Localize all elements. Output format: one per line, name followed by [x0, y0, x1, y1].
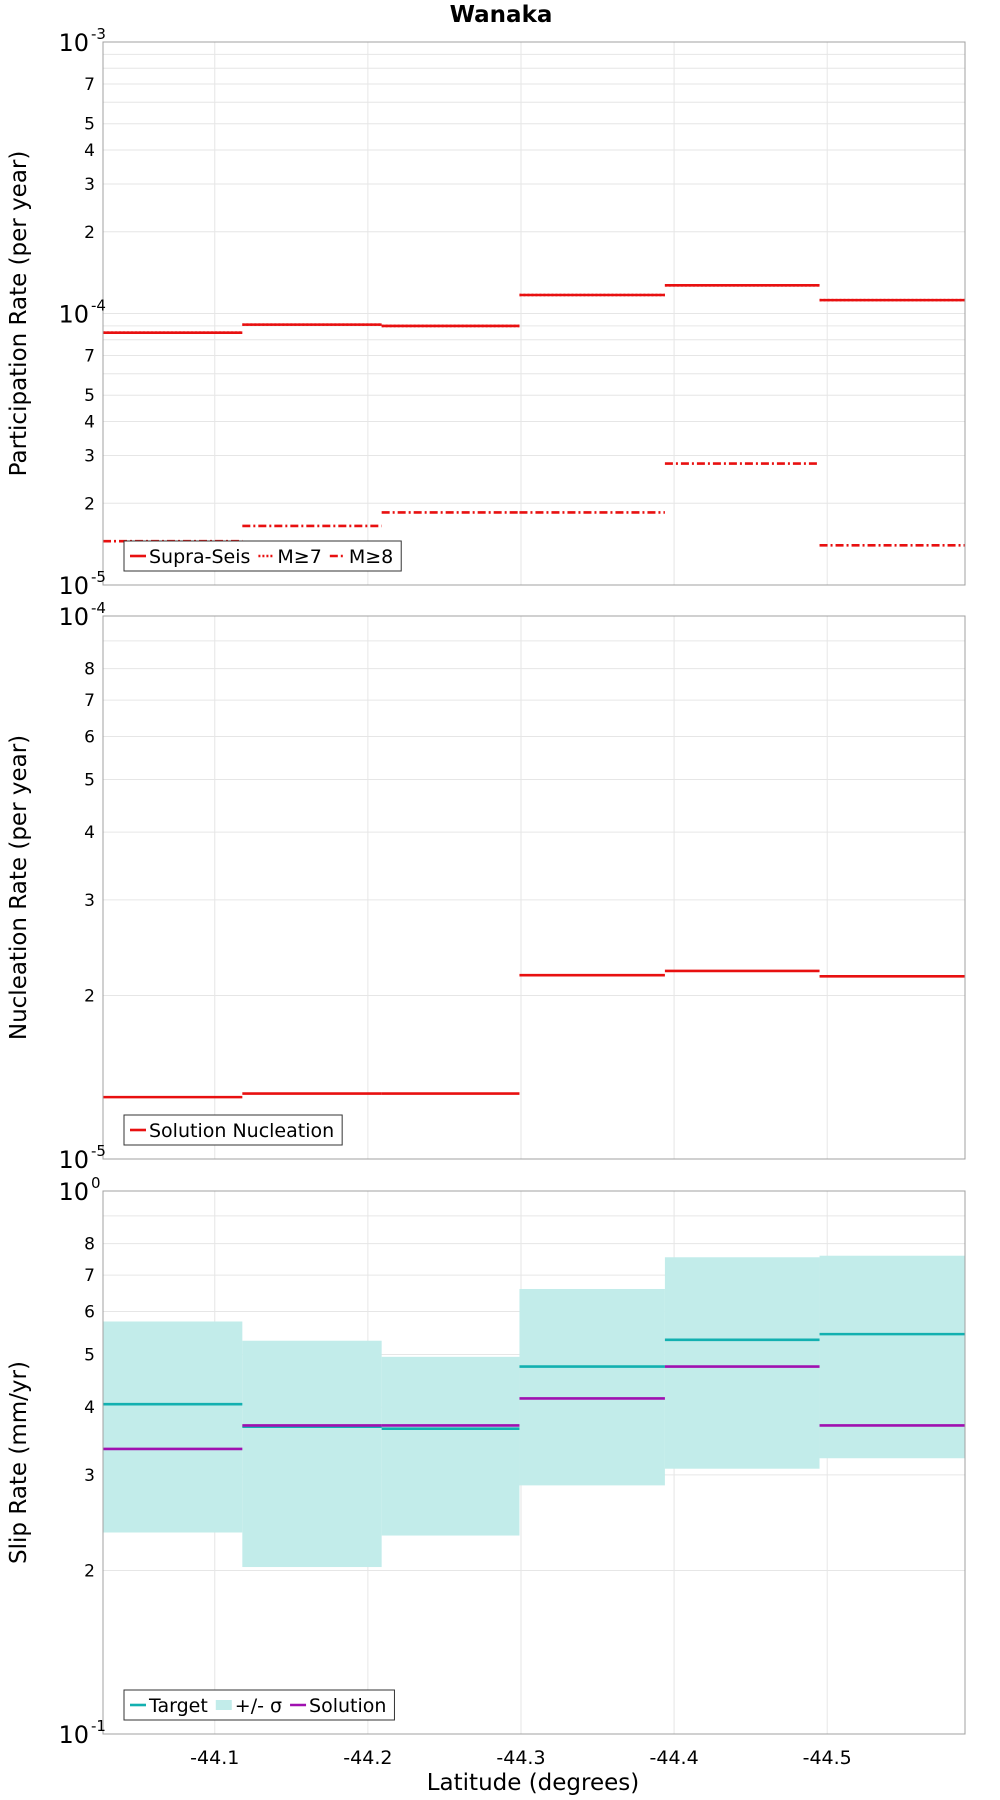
- x-tick-label: -44.4: [650, 1747, 699, 1769]
- y-tick-minor-label: 8: [84, 1235, 95, 1255]
- legend-label: Supra-Seis: [149, 546, 250, 568]
- y-tick-minor-label: 4: [84, 1398, 95, 1418]
- sigma-band-segment: [242, 1340, 382, 1568]
- y-axis-label: Participation Rate (per year): [6, 151, 32, 477]
- y-tick-major-label: 10: [58, 1178, 89, 1206]
- legend-label: Target: [148, 1695, 208, 1717]
- legend-item: Solution Nucleation: [130, 1120, 334, 1142]
- legend-box: [123, 1689, 395, 1721]
- x-tick-label: -44.1: [190, 1747, 239, 1769]
- y-tick-major-exponent: -5: [91, 1142, 106, 1160]
- y-tick-minor-label: 5: [84, 1345, 95, 1365]
- y-tick-minor-label: 8: [84, 660, 95, 680]
- y-tick-minor-label: 4: [84, 823, 95, 843]
- y-tick-minor-label: 2: [84, 223, 95, 243]
- y-axis-label: Slip Rate (mm/yr): [6, 1361, 32, 1564]
- x-tick-label: -44.3: [496, 1747, 545, 1769]
- y-tick-major-label: 10: [58, 572, 89, 600]
- sigma-band-segment: [819, 1255, 965, 1459]
- plot-frame: [102, 615, 966, 1160]
- legend-item: Solution: [290, 1695, 386, 1717]
- sigma-band-segment: [381, 1356, 520, 1536]
- legend-label: M≥7: [277, 546, 321, 568]
- y-tick-major-exponent: -4: [91, 297, 106, 315]
- sigma-band-segment: [519, 1288, 665, 1486]
- y-tick-minor-label: 7: [84, 1266, 95, 1286]
- legend-item: Target: [130, 1695, 208, 1717]
- y-tick-minor-label: 6: [84, 1302, 95, 1322]
- chart-title: Wanaka: [450, 2, 553, 28]
- y-tick-major-label: 10: [58, 1146, 89, 1174]
- y-tick-minor-label: 7: [84, 691, 95, 711]
- y-tick-major-exponent: -4: [91, 599, 106, 617]
- y-tick-minor-label: 2: [84, 1562, 95, 1582]
- plot-area: [103, 616, 965, 1159]
- y-tick-minor-label: 4: [84, 141, 95, 161]
- legend-label: Solution Nucleation: [149, 1120, 334, 1142]
- x-axis-label: Latitude (degrees): [427, 1770, 640, 1796]
- y-tick-major-exponent: -5: [91, 568, 106, 586]
- y-tick-minor-label: 3: [84, 1466, 95, 1486]
- y-tick-minor-label: 4: [84, 413, 95, 433]
- y-tick-major-label: 10: [58, 301, 89, 329]
- legend: Solution Nucleation: [123, 1114, 343, 1146]
- legend: Supra-Seis M≥7 M≥8: [123, 540, 402, 572]
- y-tick-major-exponent: 0: [91, 1174, 101, 1192]
- legend-item: Supra-Seis: [130, 546, 250, 568]
- y-tick-major-label: 10: [58, 1721, 89, 1749]
- legend: Target +/- σ Solution: [123, 1689, 395, 1721]
- y-tick-minor-label: 2: [84, 987, 95, 1007]
- legend-box: [123, 1114, 343, 1146]
- y-tick-major-label: 10: [58, 603, 89, 631]
- y-tick-minor-label: 6: [84, 727, 95, 747]
- legend-label: +/- σ: [235, 1695, 282, 1717]
- sigma-band-segment: [664, 1257, 820, 1469]
- x-tick-label: -44.2: [343, 1747, 392, 1769]
- y-tick-major-exponent: -1: [91, 1717, 106, 1735]
- plot-frame: [102, 41, 966, 586]
- sigma-band-segment: [103, 1321, 243, 1533]
- y-tick-minor-label: 3: [84, 175, 95, 195]
- x-tick-label: -44.5: [803, 1747, 852, 1769]
- legend-label: Solution: [309, 1695, 386, 1717]
- y-tick-minor-label: 3: [84, 891, 95, 911]
- y-tick-minor-label: 7: [84, 75, 95, 95]
- legend-label: M≥8: [349, 546, 393, 568]
- plot-frame: [102, 1190, 966, 1735]
- y-axis-label: Nucleation Rate (per year): [6, 735, 32, 1040]
- legend-swatch: [215, 1700, 232, 1710]
- y-tick-major-exponent: -3: [91, 25, 106, 43]
- y-tick-minor-label: 5: [84, 115, 95, 135]
- y-tick-minor-label: 5: [84, 386, 95, 406]
- legend-item: M≥7: [258, 546, 322, 568]
- legend-item: +/- σ: [215, 1695, 282, 1717]
- y-tick-minor-label: 2: [84, 494, 95, 514]
- y-tick-major-label: 10: [58, 29, 89, 57]
- y-tick-minor-label: 5: [84, 770, 95, 790]
- y-tick-minor-label: 3: [84, 446, 95, 466]
- y-tick-minor-label: 7: [84, 347, 95, 367]
- legend-item: M≥8: [329, 546, 393, 568]
